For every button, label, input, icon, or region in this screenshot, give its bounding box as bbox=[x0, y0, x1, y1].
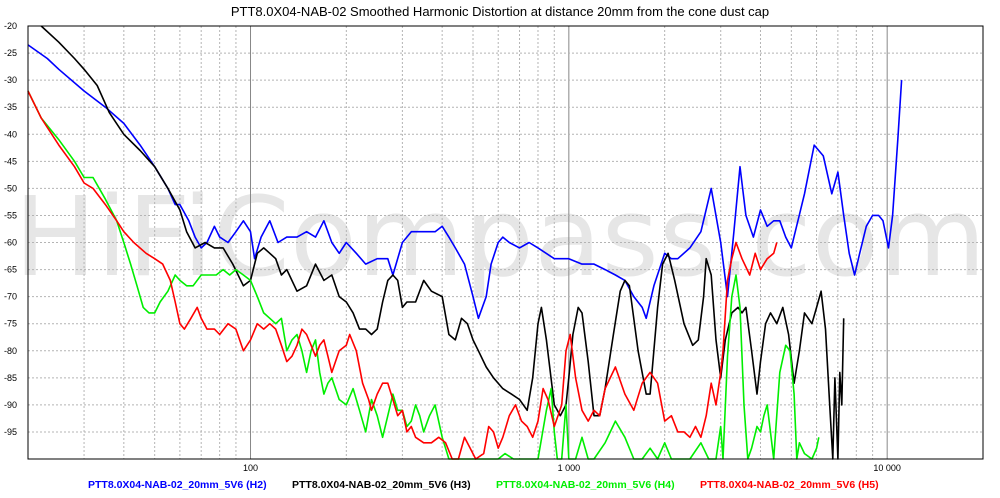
y-tick-label: -65 bbox=[4, 265, 17, 275]
legend-entry: PTT8.0X04-NAB-02_20mm_5V6 (H5) bbox=[700, 479, 879, 491]
series-line-1 bbox=[27, 44, 903, 320]
y-tick-label: -80 bbox=[4, 346, 17, 356]
y-tick-label: -70 bbox=[4, 292, 17, 302]
watermark: HiFiCompass.com bbox=[14, 173, 986, 301]
y-tick-label: -75 bbox=[4, 319, 17, 329]
y-axis: -20 -25 -30 -35 -40 -45 -50 -55 -60 -65 -70 -75 -80 -… bbox=[4, 21, 17, 437]
series-group bbox=[27, 25, 903, 460]
legend: PTT8.0X04-NAB-02_20mm_5V6 (H2) PTT8.0X04-… bbox=[88, 479, 879, 491]
y-tick-label: -20 bbox=[4, 21, 17, 31]
y-tick-label: -85 bbox=[4, 373, 17, 383]
y-tick-label: -50 bbox=[4, 183, 17, 193]
legend-entry: PTT8.0X04-NAB-02_20mm_5V6 (H4) bbox=[496, 479, 675, 491]
y-tick-label: -35 bbox=[4, 102, 17, 112]
x-tick-label: 1 000 bbox=[558, 463, 581, 473]
legend-entry: PTT8.0X04-NAB-02_20mm_5V6 (H2) bbox=[88, 479, 267, 491]
x-axis: 100 1 000 10 000 bbox=[243, 463, 901, 473]
y-tick-label: -40 bbox=[4, 129, 17, 139]
y-tick-label: -95 bbox=[4, 427, 17, 437]
y-tick-label: -55 bbox=[4, 210, 17, 220]
y-tick-label: -90 bbox=[4, 400, 17, 410]
series-line-4 bbox=[27, 90, 778, 460]
y-tick-label: -45 bbox=[4, 156, 17, 166]
y-tick-label: -30 bbox=[4, 75, 17, 85]
plot-frame bbox=[27, 25, 984, 460]
series-line-2 bbox=[40, 25, 845, 460]
y-tick-label: -25 bbox=[4, 48, 17, 58]
legend-entry: PTT8.0X04-NAB-02_20mm_5V6 (H3) bbox=[292, 479, 471, 491]
chart-title: PTT8.0X04-NAB-02 Smoothed Harmonic Disto… bbox=[231, 4, 769, 19]
series-line-3 bbox=[27, 90, 820, 460]
y-tick-label: -60 bbox=[4, 238, 17, 248]
x-tick-label: 100 bbox=[243, 463, 258, 473]
x-tick-label: 10 000 bbox=[873, 463, 901, 473]
